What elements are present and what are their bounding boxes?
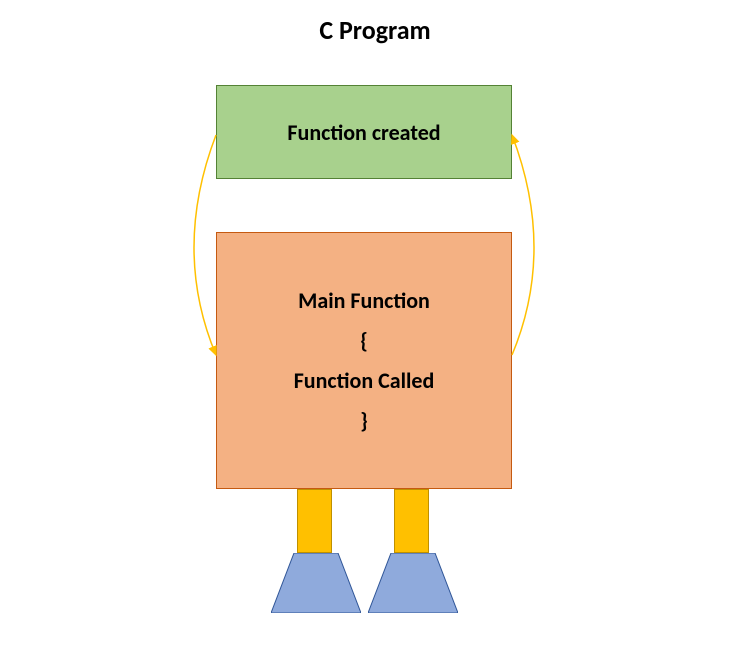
- function-created-box: Function created: [216, 85, 512, 179]
- main-function-line-1: {: [360, 321, 368, 361]
- main-function-line-0: Main Function: [298, 281, 430, 321]
- function-created-label: Function created: [287, 119, 440, 146]
- foot-right: [368, 553, 458, 613]
- main-function-line-3: }: [360, 401, 368, 441]
- arrow-left: [194, 135, 216, 355]
- foot-left: [271, 553, 361, 613]
- diagram-canvas: C Program Function created Main Function…: [0, 0, 737, 663]
- leg-left: [297, 489, 332, 553]
- diagram-title: C Program: [275, 14, 475, 46]
- main-function-line-2: Function Called: [294, 361, 435, 401]
- arrow-right: [512, 135, 534, 355]
- leg-right: [394, 489, 429, 553]
- main-function-box: Main Function { Function Called }: [216, 232, 512, 489]
